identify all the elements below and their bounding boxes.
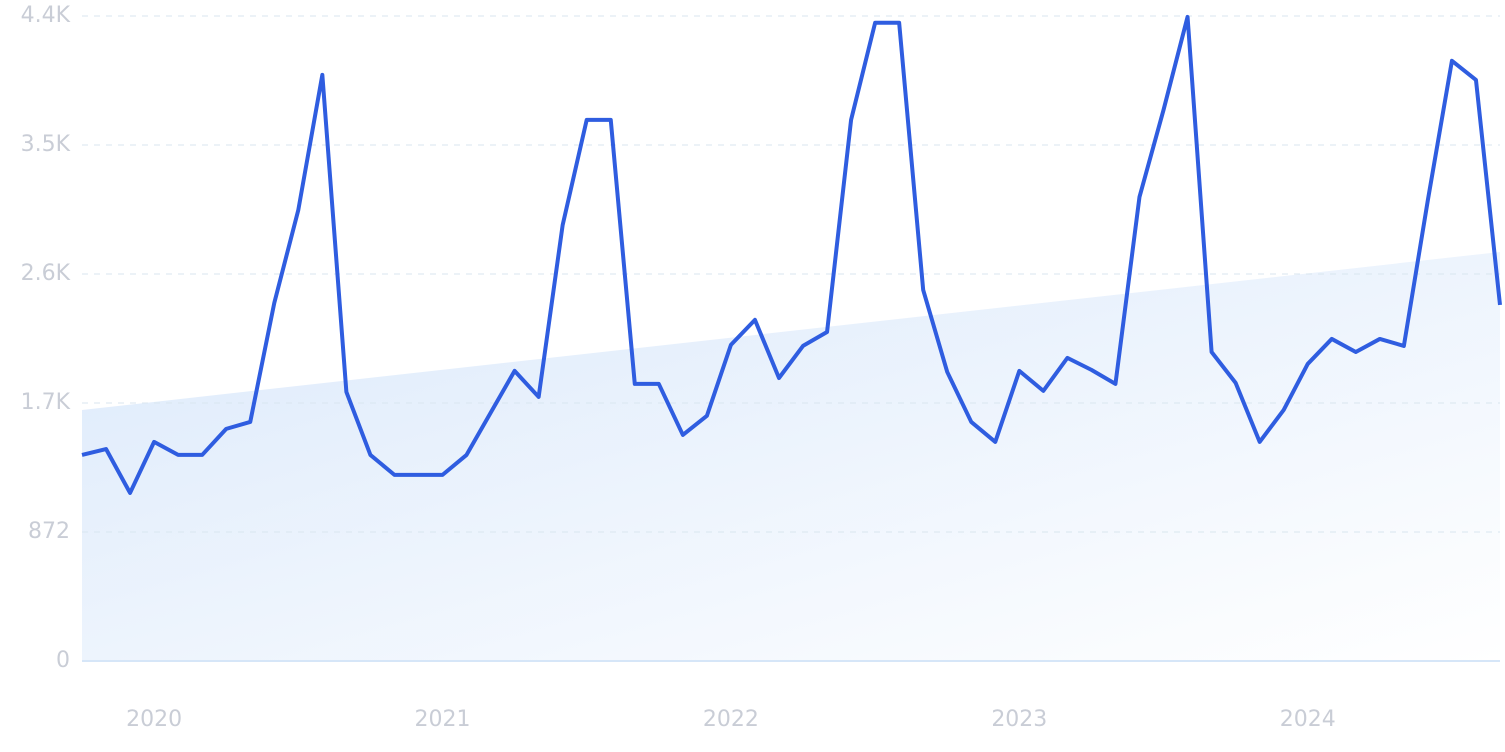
y-tick-label: 0: [56, 648, 70, 673]
y-tick-label: 3.5K: [21, 132, 71, 157]
x-tick-label: 2021: [415, 707, 471, 732]
trend-area: [82, 251, 1500, 661]
y-tick-label: 872: [28, 519, 70, 544]
x-tick-label: 2023: [991, 707, 1047, 732]
x-tick-label: 2022: [703, 707, 759, 732]
x-tick-label: 2020: [126, 707, 182, 732]
y-tick-label: 1.7K: [21, 390, 71, 415]
x-tick-label: 2024: [1280, 707, 1336, 732]
line: [81, 14, 1502, 495]
y-tick-label: 2.6K: [21, 261, 71, 286]
y-tick-label: 4.4K: [21, 3, 71, 28]
